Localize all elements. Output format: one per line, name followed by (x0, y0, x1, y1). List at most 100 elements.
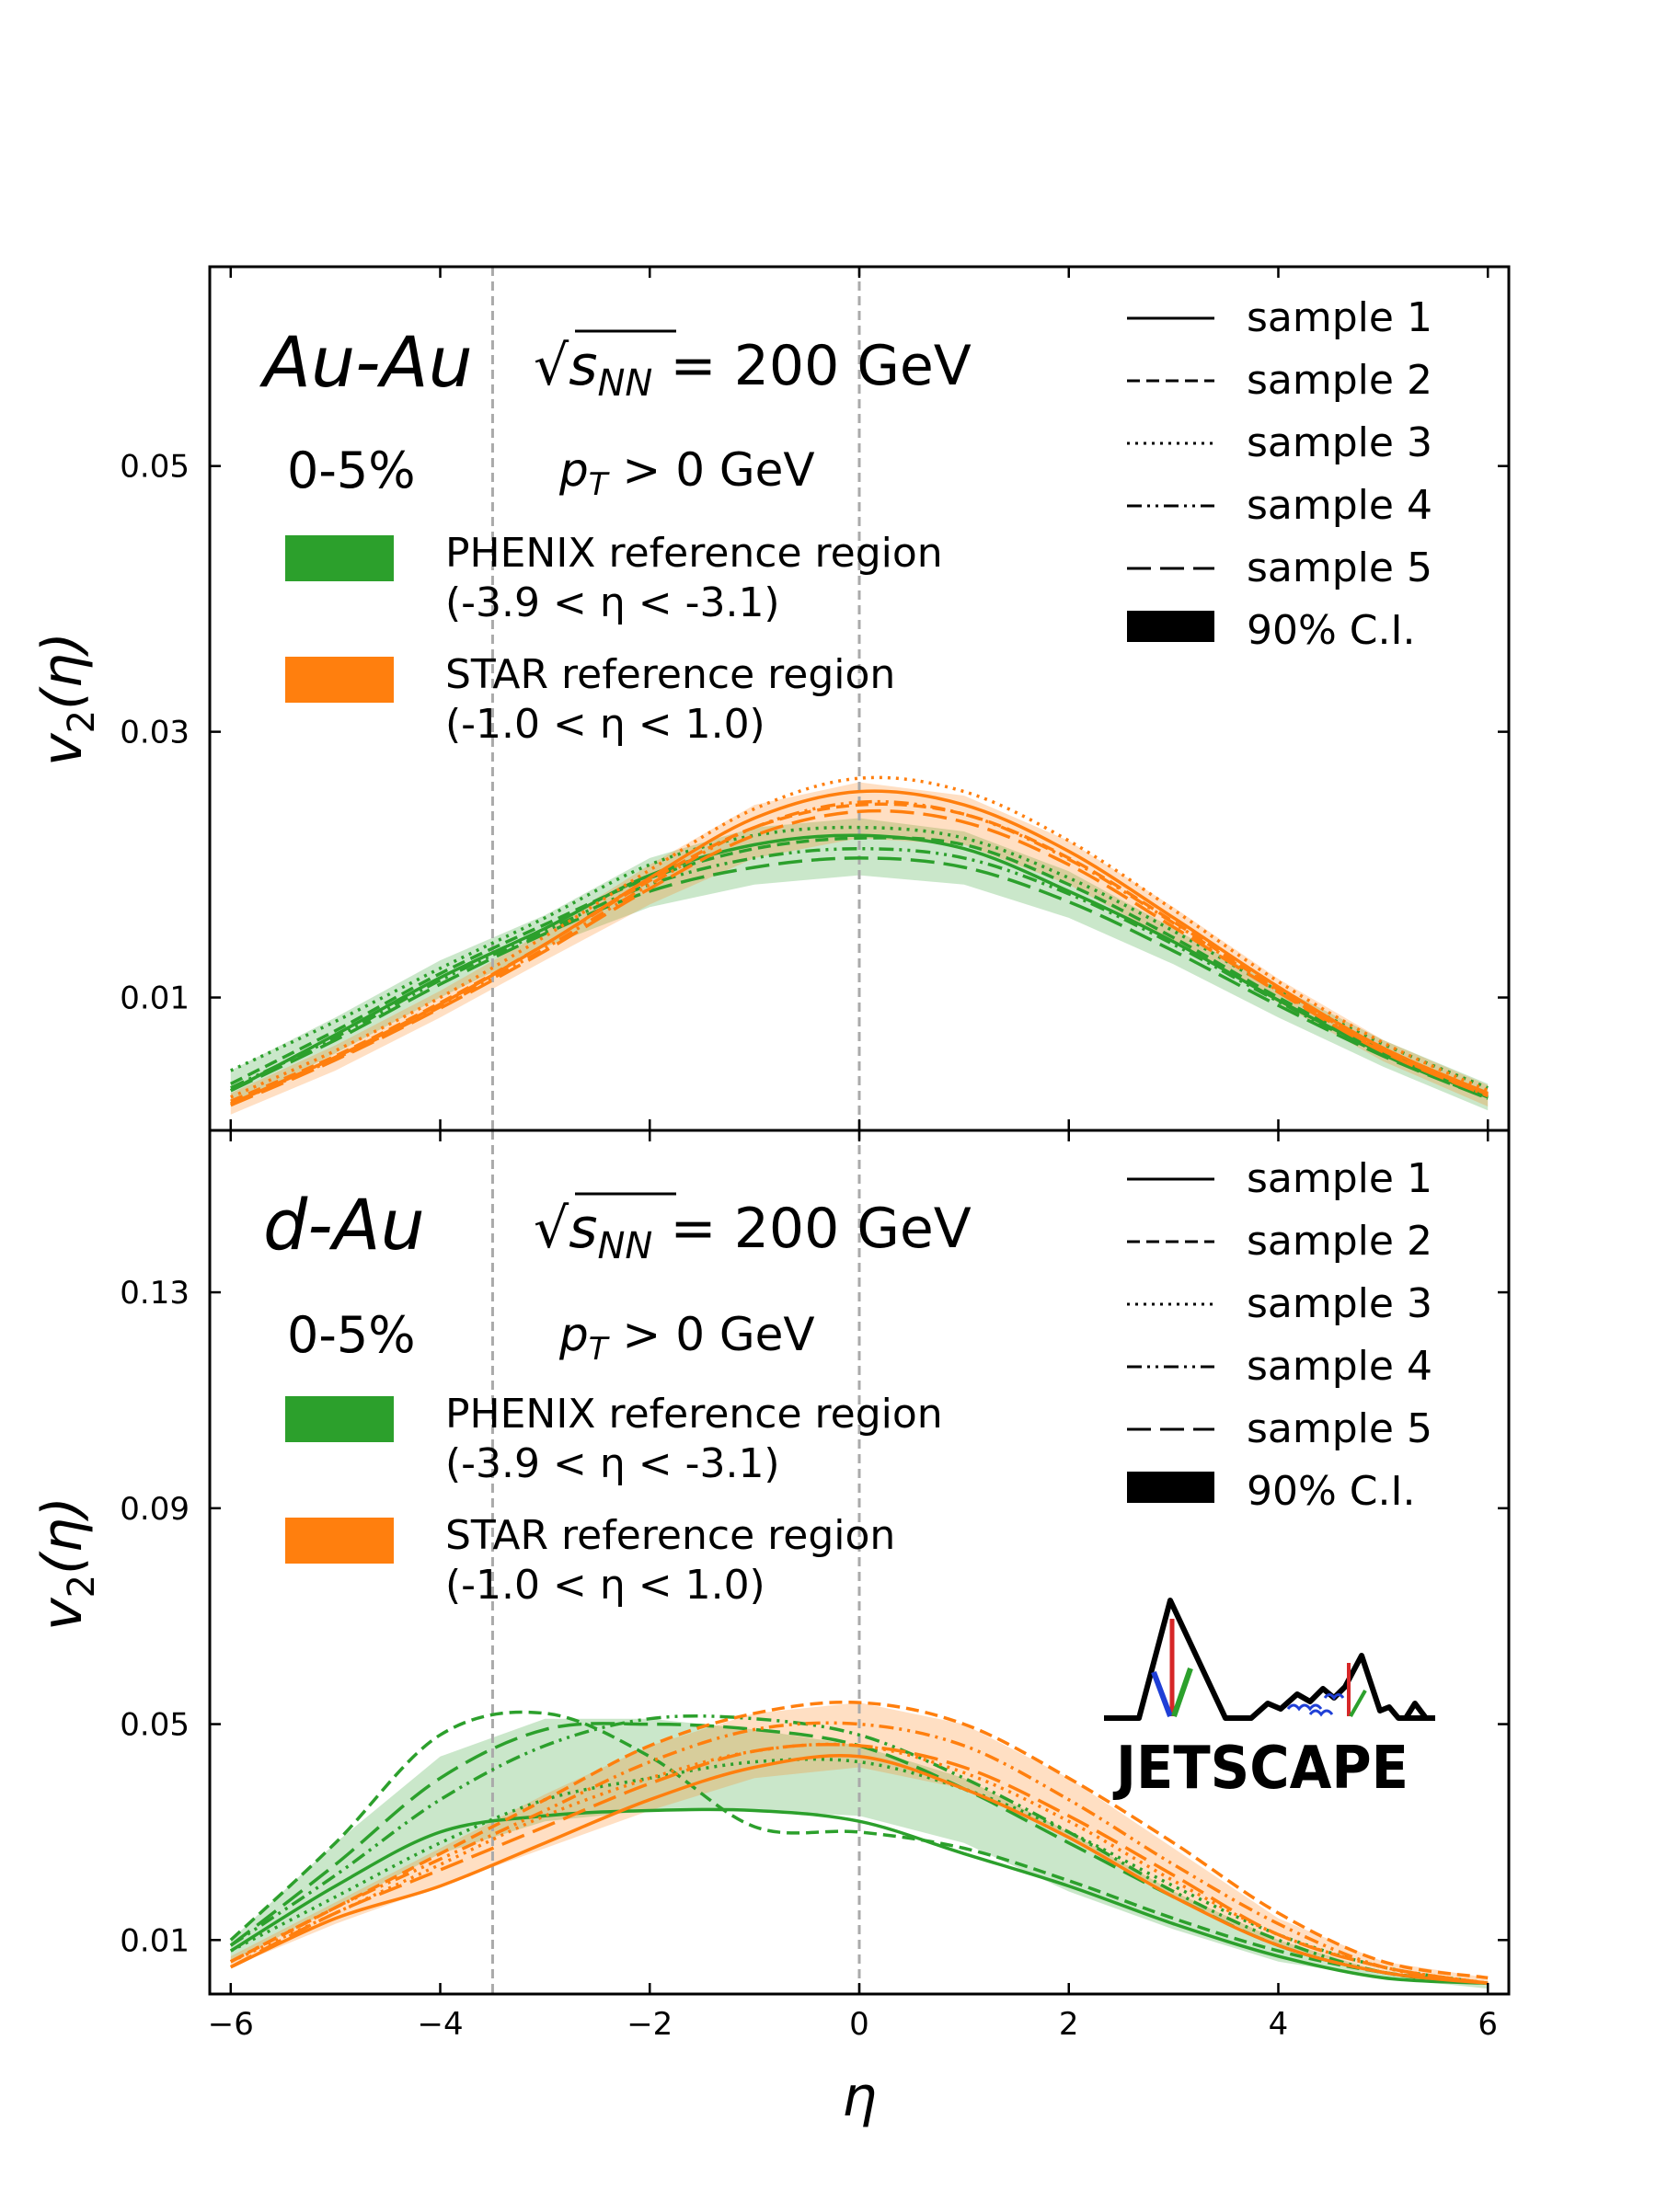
top-series-phenix-solid (229, 833, 1489, 1099)
x-tick-label: −4 (417, 2006, 463, 2043)
bottom-phenix-range: (-3.9 < η < -3.1) (445, 1440, 780, 1487)
top-series-star-solid (230, 789, 1489, 1106)
top-energy-s: s (569, 334, 597, 398)
bottom-pt-T: T (589, 1331, 610, 1368)
bot-series-star-solid (230, 1754, 1489, 1986)
top-series-star-dotted (230, 775, 1489, 1099)
bottom-system-label: d-Au (263, 1184, 425, 1266)
top-ytick-label: 0.01 (120, 980, 190, 1017)
top-ylabel-v: v (30, 732, 95, 766)
bottom-pt-rest: > 0 GeV (608, 1308, 815, 1361)
bot-ytick-label: 0.13 (120, 1275, 190, 1312)
logo-green-line-2 (1349, 1690, 1367, 1717)
top-phenix-label: PHENIX reference region (445, 530, 943, 577)
top-pt-cut: pT > 0 GeV (558, 443, 815, 503)
top-ytick-label: 0.05 (120, 449, 190, 486)
bottom-panel: 0.010.050.090.13 v2(η) η d-Au √sNN = 200… (30, 1129, 1511, 2129)
top-legend-ci-swatch (1127, 611, 1214, 642)
logo-blue-coils (1286, 1693, 1345, 1717)
jetscape-mountains-icon: JETSCAPE (1104, 1598, 1435, 1803)
x-tick-label: −2 (627, 2006, 673, 2043)
bot-legend-label: sample 1 (1247, 1155, 1432, 1202)
top-legend-label: sample 3 (1247, 419, 1432, 466)
logo-green-line-1 (1171, 1668, 1193, 1717)
top-series-star-dashed (230, 802, 1489, 1103)
top-system-label: Au-Au (259, 321, 473, 403)
top-centrality: 0-5% (287, 441, 416, 499)
top-pt-T: T (589, 466, 610, 503)
bottom-star-range: (-1.0 < η < 1.0) (445, 1562, 765, 1609)
top-series-star-dashdot (230, 799, 1489, 1106)
top-x-ticks (229, 267, 1489, 1130)
top-ytick-label: 0.03 (120, 715, 190, 751)
top-plot-area (229, 267, 1489, 1130)
x-tick-label: 0 (849, 2006, 869, 2043)
bottom-pt-p: p (558, 1308, 589, 1361)
bot-band-phenix (230, 1718, 1489, 1989)
bot-series-phenix-dashdot (229, 1713, 1489, 1986)
bottom-phenix-label: PHENIX reference region (445, 1391, 943, 1438)
bottom-energy-label: √sNN = 200 GeV (534, 1192, 972, 1267)
top-legend-label: sample 4 (1247, 482, 1432, 529)
top-legend-ci-label: 90% C.I. (1247, 607, 1415, 654)
bottom-star-label: STAR reference region (445, 1512, 895, 1559)
top-ylabel-arg: (η) (30, 632, 95, 710)
bottom-ylabel-arg: (η) (30, 1496, 95, 1575)
bot-series-star-longdash (229, 1742, 1489, 1986)
top-panel: 0.010.030.05 v2(η) Au-Au √sNN = 200 GeV … (30, 265, 1511, 1132)
bottom-plot-area (229, 1130, 1489, 1994)
bottom-phenix-swatch (285, 1396, 394, 1442)
logo-text: JETSCAPE (1112, 1735, 1409, 1803)
bot-legend-label: sample 5 (1247, 1405, 1432, 1452)
top-legend-label: sample 5 (1247, 544, 1432, 591)
bot-legend-label: sample 2 (1247, 1218, 1432, 1265)
top-legend-label: sample 1 (1247, 294, 1432, 341)
bot-legend-ci-swatch (1127, 1472, 1214, 1503)
bottom-legend: sample 1 sample 2 sample 3 sample 4 sample 5… (1127, 1155, 1432, 1515)
bottom-pt-cut: pT > 0 GeV (558, 1308, 815, 1368)
x-tick-labels: −6 −4 −2 0 2 4 6 (208, 2006, 1498, 2043)
top-phenix-range: (-3.9 < η < -3.1) (445, 579, 780, 626)
logo-blue-line (1151, 1670, 1173, 1718)
top-energy-label: √sNN = 200 GeV (534, 329, 972, 405)
top-star-swatch (285, 657, 394, 703)
bottom-energy-val: = 200 GeV (652, 1197, 971, 1261)
bottom-x-ticks (229, 1130, 1489, 1994)
top-series-phenix-longdash (230, 856, 1489, 1100)
bottom-energy-s: s (569, 1197, 597, 1261)
top-series-star-longdash (230, 808, 1489, 1107)
top-pt-rest: > 0 GeV (608, 443, 815, 497)
top-energy-nn: NN (598, 362, 653, 405)
bot-band-star (230, 1702, 1489, 1984)
bottom-ylabel-v: v (30, 1597, 95, 1631)
bot-legend-ci-label: 90% C.I. (1247, 1468, 1415, 1515)
bot-series-phenix-solid (229, 1807, 1489, 1986)
top-phenix-swatch (285, 535, 394, 581)
x-tick-label: −6 (208, 2006, 254, 2043)
top-energy-val: = 200 GeV (652, 334, 971, 398)
top-y-axis-label: v2(η) (30, 632, 103, 766)
top-star-label: STAR reference region (445, 651, 895, 698)
bot-ytick-label: 0.01 (120, 1922, 190, 1959)
bottom-y-axis-label: v2(η) (30, 1496, 103, 1631)
bot-ytick-label: 0.05 (120, 1707, 190, 1744)
bottom-star-swatch (285, 1518, 394, 1564)
top-pt-p: p (558, 443, 589, 497)
bottom-centrality: 0-5% (287, 1306, 416, 1364)
top-y-ticks: 0.01 0.03 0.05 (120, 449, 1509, 1017)
bot-legend-label: sample 3 (1247, 1280, 1432, 1327)
bot-ytick-label: 0.09 (120, 1491, 190, 1528)
bottom-energy-nn: NN (598, 1225, 653, 1267)
top-energy-text: √sNN = 200 GeV (534, 334, 972, 405)
top-legend-label: sample 2 (1247, 357, 1432, 404)
bot-series-star-dashed (229, 1700, 1489, 1980)
top-ylabel-sub: 2 (61, 710, 103, 733)
bot-series-star-dashdot (229, 1721, 1489, 1986)
x-tick-label: 2 (1059, 2006, 1079, 2043)
logo-mountain-outline (1104, 1598, 1435, 1721)
x-axis-label: η (842, 2065, 877, 2129)
x-tick-label: 4 (1269, 2006, 1289, 2043)
bottom-energy-text: √sNN = 200 GeV (534, 1197, 972, 1267)
